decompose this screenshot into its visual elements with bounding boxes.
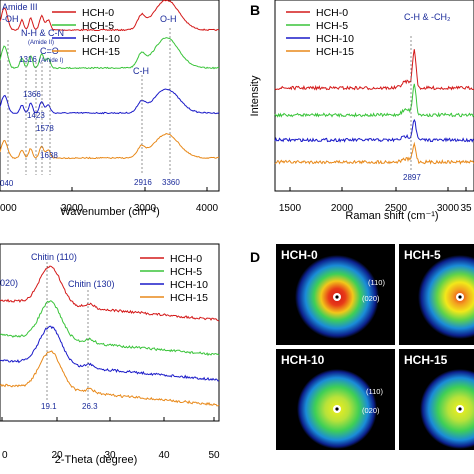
- diffraction-pattern: [420, 369, 474, 449]
- panel-a-ftir: -OH Amide III N-H & C-N (Amide II) C=O (…: [0, 0, 220, 218]
- legend-label-hch-10: HCH-10: [170, 279, 208, 291]
- panel-a-reference-lines: [7, 28, 171, 175]
- series-line-hch-15: [274, 141, 474, 165]
- beam-center: [335, 407, 339, 411]
- annotation-1316: 1316: [19, 55, 37, 64]
- annotation-2897: 2897: [403, 173, 421, 182]
- legend-label-hch-15: HCH-15: [316, 46, 354, 58]
- x-tick-label: 2000: [61, 203, 84, 214]
- x-tick-label: 000: [0, 203, 17, 214]
- annotation-1423: 1423: [27, 111, 45, 120]
- x-tick-label: 3000: [437, 203, 460, 214]
- annotation-3360: 3360: [162, 178, 180, 187]
- annotation-ch-ch2: C-H & -CH₂: [404, 12, 451, 22]
- tile-hch-15: HCH-15: [399, 349, 474, 450]
- x-tick-label: 0: [2, 450, 8, 461]
- legend-label-hch-5: HCH-5: [170, 266, 202, 278]
- legend-label-hch-10: HCH-10: [82, 33, 120, 45]
- x-tick-label: 35: [460, 203, 472, 214]
- panel-a-frame: [0, 0, 220, 192]
- series-line-hch-10: [274, 118, 474, 143]
- tile-label: HCH-10: [281, 353, 325, 367]
- panel-b-raman: B C-H & -CH₂ 2897 HCH-0HCH-5HCH-10HCH-15…: [249, 0, 474, 222]
- beam-center: [458, 295, 462, 299]
- annotation-26-3: 26.3: [82, 402, 98, 411]
- ring-label-020: (020): [362, 406, 380, 415]
- x-tick-label: 30: [104, 450, 116, 461]
- annotation-1638: 1638: [40, 151, 58, 160]
- tile-hch-0: HCH-0 (110) (020): [276, 244, 395, 345]
- annotation-amide-iii: Amide III: [2, 2, 38, 12]
- panel-a-xlabel: Wavenumber (cm⁻¹): [60, 206, 160, 218]
- annotation-chitin-110: Chitin (110): [31, 252, 77, 262]
- legend-label-hch-0: HCH-0: [82, 7, 114, 19]
- tile-hch-10: HCH-10 (110) (020): [276, 349, 395, 450]
- legend-label-hch-5: HCH-5: [82, 20, 114, 32]
- x-tick-label: 4000: [196, 203, 219, 214]
- annotation-co: C=O: [40, 46, 59, 56]
- panel-b-frame: [274, 0, 474, 192]
- annotation-nh-cn: N-H & C-N: [21, 28, 64, 38]
- annotation-020: 020): [0, 278, 18, 288]
- ring-label-110: (110): [366, 387, 383, 396]
- annotation-ch: C-H: [133, 66, 149, 76]
- legend-label-hch-15: HCH-15: [170, 292, 208, 304]
- annotation-o-h: O-H: [160, 14, 177, 24]
- panel-b-letter: B: [250, 2, 260, 18]
- panel-c-xrd: Chitin (110) Chitin (130) 020) 19.1 26.3…: [0, 243, 220, 466]
- legend-label-hch-10: HCH-10: [316, 33, 354, 45]
- series-line-hch-15: [0, 350, 220, 407]
- annotation-oh: -OH: [2, 14, 19, 24]
- series-line-hch-5: [274, 83, 474, 118]
- x-tick-label: 1500: [279, 203, 302, 214]
- annotation-2916: 2916: [134, 178, 152, 187]
- x-tick-label: 20: [51, 450, 63, 461]
- beam-center: [335, 295, 339, 299]
- diffraction-pattern: [418, 255, 474, 339]
- annotation-1366: 1366: [23, 90, 41, 99]
- tile-hch-5: HCH-5: [399, 244, 474, 345]
- series-line-hch-0: [0, 265, 220, 322]
- tile-label: HCH-0: [281, 248, 318, 262]
- x-tick-label: 40: [158, 450, 170, 461]
- legend-label-hch-0: HCH-0: [316, 7, 348, 19]
- series-line-hch-10: [0, 88, 220, 115]
- x-tick-label: 2000: [331, 203, 354, 214]
- ring-label-110: (110): [368, 278, 385, 287]
- panel-d-letter: D: [250, 249, 260, 265]
- annotation-19-1: 19.1: [41, 402, 57, 411]
- panel-c-xlabel: 2-Theta (degree): [55, 454, 138, 466]
- x-tick-label: 50: [208, 450, 220, 461]
- annotation-1578: 1578: [36, 124, 54, 133]
- x-tick-label: 3000: [134, 203, 157, 214]
- series-line-hch-0: [274, 49, 474, 91]
- legend-label-hch-15: HCH-15: [82, 46, 120, 58]
- series-line-hch-5: [0, 37, 220, 70]
- x-tick-label: 2500: [385, 203, 408, 214]
- panel-b-ylabel: Intensity: [249, 75, 261, 116]
- annotation-040: 040: [0, 179, 14, 188]
- series-line-hch-5: [0, 300, 220, 357]
- tile-label: HCH-5: [404, 248, 441, 262]
- annotation-amide-ii: (Amide II): [28, 40, 54, 46]
- annotation-chitin-130: Chitin (130): [68, 279, 115, 289]
- ring-label-020: (020): [362, 294, 380, 303]
- beam-center: [458, 407, 462, 411]
- legend-label-hch-5: HCH-5: [316, 20, 348, 32]
- panel-d-scattering: D HCH-0 (110) (020) HCH-5 HCH-10 (110): [250, 244, 474, 450]
- annotation-amide-i: (Amide I): [39, 58, 63, 64]
- series-line-hch-0: [0, 0, 219, 32]
- series-line-hch-15: [0, 133, 219, 160]
- series-line-hch-10: [0, 325, 220, 382]
- panel-b-xlabel: Raman shift (cm⁻¹): [345, 210, 438, 222]
- legend-label-hch-0: HCH-0: [170, 253, 202, 265]
- tile-label: HCH-15: [404, 353, 448, 367]
